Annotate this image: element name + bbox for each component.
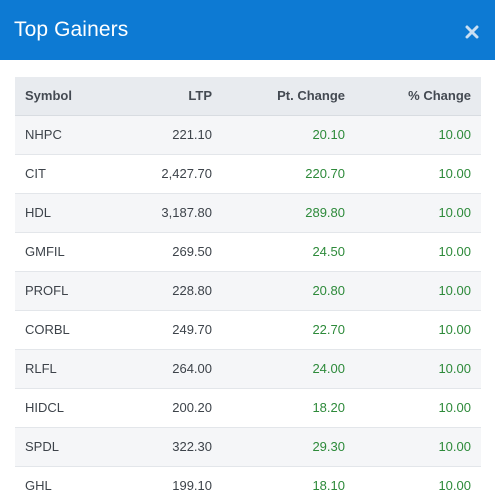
- cell-symbol: RLFL: [15, 349, 125, 389]
- cell-ltp: 200.20: [125, 388, 212, 428]
- cell-pt-change: 24.50: [212, 232, 345, 272]
- cell-ltp: 228.80: [125, 271, 212, 311]
- cell-ltp: 322.30: [125, 427, 212, 467]
- cell-symbol: SPDL: [15, 427, 125, 467]
- cell-pct-change: 10.00: [345, 154, 481, 194]
- cell-pt-change: 18.20: [212, 388, 345, 428]
- cell-ltp: 221.10: [125, 115, 212, 155]
- cell-ltp: 2,427.70: [125, 154, 212, 194]
- cell-pt-change: 20.10: [212, 115, 345, 155]
- cell-pct-change: 10.00: [345, 115, 481, 155]
- table-row[interactable]: HDL 3,187.80 289.80 10.00: [15, 193, 481, 233]
- cell-symbol: HIDCL: [15, 388, 125, 428]
- cell-pt-change: 24.00: [212, 349, 345, 389]
- cell-symbol: HDL: [15, 193, 125, 233]
- cell-pt-change: 29.30: [212, 427, 345, 467]
- cell-ltp: 199.10: [125, 466, 212, 501]
- table-row[interactable]: CIT 2,427.70 220.70 10.00: [15, 154, 481, 194]
- close-button[interactable]: [461, 21, 483, 43]
- gainers-table-container: Symbol LTP Pt. Change % Change NHPC 221.1…: [15, 77, 481, 501]
- cell-symbol: GHL: [15, 466, 125, 501]
- cell-symbol: CORBL: [15, 310, 125, 350]
- cell-pt-change: 289.80: [212, 193, 345, 233]
- header-ltp[interactable]: LTP: [125, 77, 212, 116]
- table-row[interactable]: GHL 199.10 18.10 10.00: [15, 466, 481, 501]
- cell-ltp: 269.50: [125, 232, 212, 272]
- modal-title: Top Gainers: [14, 18, 129, 41]
- cell-pct-change: 10.00: [345, 388, 481, 428]
- cell-pct-change: 10.00: [345, 271, 481, 311]
- table-row[interactable]: RLFL 264.00 24.00 10.00: [15, 349, 481, 389]
- cell-symbol: NHPC: [15, 115, 125, 155]
- cell-pt-change: 20.80: [212, 271, 345, 311]
- cell-ltp: 264.00: [125, 349, 212, 389]
- cell-ltp: 3,187.80: [125, 193, 212, 233]
- table-row[interactable]: SPDL 322.30 29.30 10.00: [15, 427, 481, 467]
- cell-symbol: PROFL: [15, 271, 125, 311]
- header-symbol[interactable]: Symbol: [15, 77, 125, 116]
- table-body: NHPC 221.10 20.10 10.00 CIT 2,427.70 220.70 10.…: [15, 115, 481, 501]
- cell-pct-change: 10.00: [345, 349, 481, 389]
- cell-pt-change: 18.10: [212, 466, 345, 501]
- cell-pct-change: 10.00: [345, 310, 481, 350]
- table-row[interactable]: GMFIL 269.50 24.50 10.00: [15, 232, 481, 272]
- cell-pt-change: 220.70: [212, 154, 345, 194]
- cell-pt-change: 22.70: [212, 310, 345, 350]
- cell-symbol: GMFIL: [15, 232, 125, 272]
- header-pt-change[interactable]: Pt. Change: [212, 77, 345, 116]
- modal-header: Top Gainers: [0, 0, 495, 60]
- cell-ltp: 249.70: [125, 310, 212, 350]
- table-row[interactable]: HIDCL 200.20 18.20 10.00: [15, 388, 481, 428]
- cell-pct-change: 10.00: [345, 193, 481, 233]
- header-pct-change[interactable]: % Change: [345, 77, 481, 116]
- close-icon: [465, 25, 479, 39]
- cell-pct-change: 10.00: [345, 232, 481, 272]
- cell-pct-change: 10.00: [345, 466, 481, 501]
- table-row[interactable]: CORBL 249.70 22.70 10.00: [15, 310, 481, 350]
- cell-symbol: CIT: [15, 154, 125, 194]
- cell-pct-change: 10.00: [345, 427, 481, 467]
- gainers-table: Symbol LTP Pt. Change % Change NHPC 221.1…: [15, 77, 481, 501]
- table-header-row: Symbol LTP Pt. Change % Change: [15, 77, 481, 116]
- table-row[interactable]: PROFL 228.80 20.80 10.00: [15, 271, 481, 311]
- table-row[interactable]: NHPC 221.10 20.10 10.00: [15, 115, 481, 155]
